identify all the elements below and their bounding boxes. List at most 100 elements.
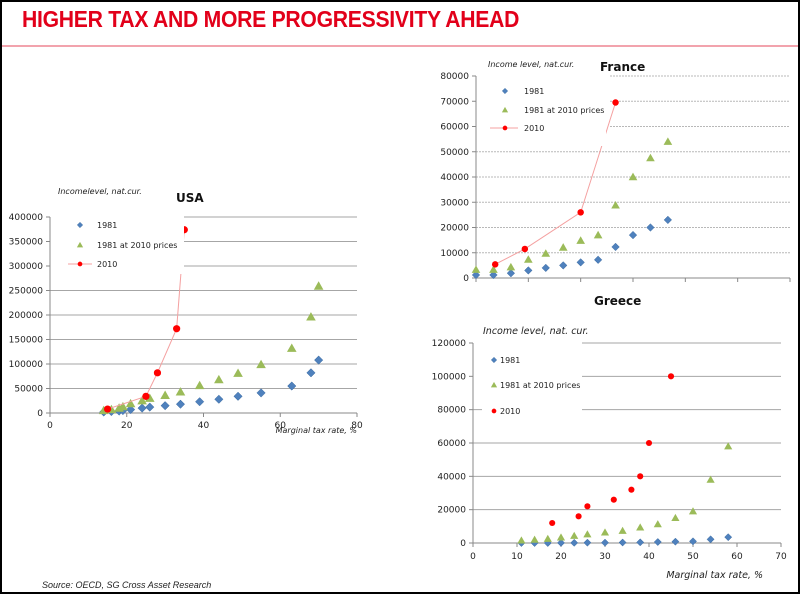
- y-tick-label: 400000: [9, 213, 44, 223]
- usa-y-axis-label: Incomelevel, nat.cur.: [58, 187, 142, 196]
- usa-chart-title: USA: [176, 191, 204, 205]
- point-1981-at-2010-prices: [286, 343, 297, 352]
- point-1981: [471, 270, 481, 280]
- y-tick-label: 80000: [440, 72, 469, 82]
- france-data-marks: [471, 99, 673, 280]
- point-2010: [584, 503, 591, 510]
- point-2010: [549, 519, 556, 527]
- point-1981-at-2010-prices: [144, 393, 155, 402]
- point-1981: [653, 538, 662, 546]
- france-legend-1981: 1981: [524, 87, 544, 96]
- point-1981: [593, 255, 603, 264]
- point-1981-at-2010-prices: [611, 200, 620, 209]
- point-1981-at-2010-prices: [524, 255, 533, 263]
- point-1981: [214, 394, 224, 404]
- point-1981: [195, 397, 205, 407]
- point-1981: [636, 538, 645, 547]
- point-1981: [559, 261, 568, 270]
- point-1981-at-2010-prices: [706, 475, 715, 483]
- greece-legend-1981-2010: 1981 at 2010 prices: [500, 381, 580, 390]
- point-1981: [557, 538, 565, 547]
- point-1981-at-2010-prices: [233, 368, 243, 377]
- greece-legend: 1981 1981 at 2010 prices 2010: [482, 350, 582, 420]
- point-1981-at-2010-prices: [593, 230, 603, 239]
- y-tick-label: 350000: [9, 238, 44, 248]
- point-2010: [575, 513, 582, 520]
- y-tick-label: 20000: [437, 506, 466, 516]
- point-2010: [153, 369, 162, 377]
- legend-key-point-1981-at-2010-prices: [490, 381, 498, 388]
- greece-data-marks: [517, 373, 733, 547]
- y-tick-label: 300000: [9, 262, 44, 272]
- usa-legend-1981: 1981: [97, 221, 117, 230]
- point-2010: [645, 439, 653, 447]
- point-1981-at-2010-prices: [313, 281, 324, 290]
- point-1981: [524, 266, 533, 275]
- point-1981: [570, 538, 579, 547]
- france-legend-1981-2010: 1981 at 2010 prices: [524, 106, 604, 115]
- point-1981: [137, 403, 147, 413]
- series-line-2010: [494, 102, 617, 265]
- x-tick-label: 80: [351, 421, 363, 431]
- point-1981: [175, 399, 186, 409]
- france-legend-keys: [490, 87, 518, 131]
- y-tick-label: 80000: [437, 406, 466, 416]
- x-tick-label: 40: [643, 552, 655, 562]
- point-1981: [306, 368, 316, 378]
- point-1981-at-2010-prices: [636, 523, 645, 531]
- greece-legend-2010: 2010: [500, 407, 520, 416]
- point-1981: [541, 263, 550, 273]
- legend-key-point-2010: [77, 261, 83, 267]
- point-1981-at-2010-prices: [137, 395, 147, 405]
- france-legend: 1981 1981 at 2010 prices 2010: [486, 80, 606, 146]
- x-tick-label: 30: [599, 552, 611, 562]
- y-tick-label: 200000: [9, 311, 44, 321]
- x-tick-label: 20: [121, 421, 133, 431]
- greece-y-axis-label: Income level, nat. cur.: [483, 326, 589, 337]
- point-1981-at-2010-prices: [175, 387, 186, 396]
- point-2010: [667, 373, 675, 380]
- legend-key-point-1981-at-2010-prices: [501, 106, 509, 113]
- x-tick-label: 60: [731, 552, 743, 562]
- y-tick-label: 250000: [9, 287, 44, 297]
- x-tick-label: 0: [470, 552, 476, 562]
- usa-data-marks: [98, 226, 324, 417]
- france-gridlines: [476, 75, 790, 254]
- x-tick-label: 70: [775, 552, 787, 562]
- x-tick-label: 40: [198, 421, 210, 431]
- point-1981-at-2010-prices: [583, 530, 592, 538]
- legend-key-point-2010: [502, 125, 508, 131]
- point-1981-at-2010-prices: [214, 374, 224, 384]
- greece-tick-labels: 0 20000 40000 60000 80000 100000 120000 0 10 20 30…: [432, 339, 787, 562]
- y-tick-label: 60000: [437, 439, 466, 449]
- point-1981-at-2010-prices: [160, 390, 170, 399]
- greece-x-axis-label: Marginal tax rate, %: [666, 570, 763, 581]
- point-1981: [256, 388, 266, 398]
- point-1981-at-2010-prices: [530, 535, 539, 543]
- point-1981: [576, 258, 585, 267]
- y-tick-label: 50000: [440, 148, 469, 158]
- point-1981-at-2010-prices: [646, 153, 655, 162]
- point-1981: [646, 223, 655, 232]
- point-1981-at-2010-prices: [306, 312, 316, 321]
- chart-greece: Greece Income level, nat. cur. Marginal …: [432, 294, 787, 581]
- point-1981: [671, 537, 680, 546]
- point-2010: [628, 486, 635, 493]
- point-1981: [618, 538, 627, 547]
- legend-key-point-1981: [76, 221, 84, 229]
- point-1981: [287, 381, 297, 391]
- point-1981-at-2010-prices: [688, 507, 698, 515]
- point-1981: [233, 391, 243, 401]
- france-legend-2010: 2010: [524, 124, 544, 133]
- point-1981-at-2010-prices: [671, 513, 680, 522]
- y-tick-label: 120000: [432, 339, 467, 349]
- chart-usa: Incomelevel, nat.cur. USA Marginal tax r…: [9, 187, 363, 435]
- point-1981-at-2010-prices: [628, 172, 638, 181]
- y-tick-label: 0: [37, 409, 43, 419]
- point-1981-at-2010-prices: [506, 262, 516, 271]
- france-y-axis-label: Income level, nat.cur.: [488, 60, 574, 69]
- greece-legend-keys: [490, 356, 498, 414]
- y-tick-label: 10000: [440, 249, 469, 259]
- y-tick-label: 150000: [9, 336, 44, 346]
